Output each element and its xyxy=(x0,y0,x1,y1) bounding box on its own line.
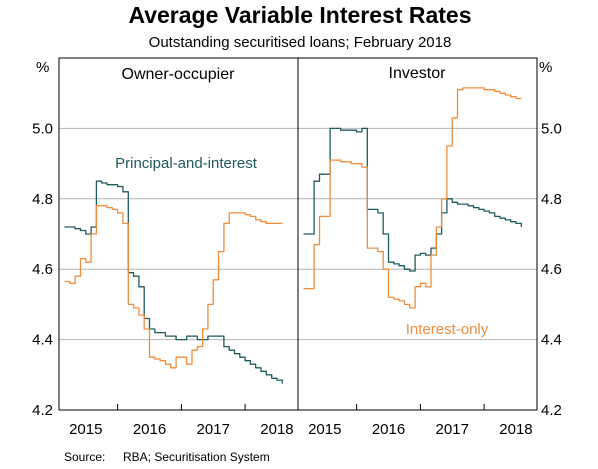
series-line-interest-only-owner-occupier xyxy=(64,205,283,369)
x-tick-label: 2017 xyxy=(436,421,469,438)
y-tick-label-left: 5.0 xyxy=(32,120,53,137)
source-label: Source: xyxy=(64,450,105,464)
series-line-principal-and-interest-owner-occupier xyxy=(64,180,283,384)
x-tick-label: 2015 xyxy=(308,421,341,438)
axis-ticks: 5.0 5.0 4.8 4.8 4.6 4.6 4.4 4.4 4.2 4.2 2015 2016 20… xyxy=(32,120,562,438)
panel-title-owner-occupier: Owner-occupier xyxy=(122,66,236,83)
x-tick-label: 2015 xyxy=(69,421,102,438)
series-lines xyxy=(64,87,522,384)
y-unit-left: % xyxy=(36,59,49,76)
series-line-principal-and-interest-investor xyxy=(303,127,522,272)
source-text: RBA; Securitisation System xyxy=(123,450,270,464)
x-tick-label: 2017 xyxy=(197,421,230,438)
y-tick-label-left: 4.6 xyxy=(32,261,53,278)
x-tick-label: 2018 xyxy=(260,421,293,438)
series-label-interest-only: Interest-only xyxy=(406,321,489,338)
x-tick-label: 2018 xyxy=(499,421,532,438)
series-line-interest-only-investor xyxy=(303,87,522,309)
y-tick-label-left: 4.8 xyxy=(32,191,53,208)
y-tick-label-left: 4.4 xyxy=(32,332,53,349)
x-tick-label: 2016 xyxy=(133,421,166,438)
y-tick-label-right: 4.8 xyxy=(541,191,562,208)
series-label-principal-and-interest: Principal-and-interest xyxy=(115,155,258,172)
panel-title-investor: Investor xyxy=(389,65,447,82)
chart-subtitle: Outstanding securitised loans; February … xyxy=(149,34,452,51)
y-tick-label-right: 5.0 xyxy=(541,120,562,137)
y-tick-label-right: 4.2 xyxy=(541,402,562,419)
chart-title: Average Variable Interest Rates xyxy=(128,2,471,28)
y-tick-label-right: 4.4 xyxy=(541,332,562,349)
x-tick-label: 2016 xyxy=(372,421,405,438)
y-unit-right: % xyxy=(539,59,552,76)
y-tick-label-left: 4.2 xyxy=(32,402,53,419)
y-tick-label-right: 4.6 xyxy=(541,261,562,278)
